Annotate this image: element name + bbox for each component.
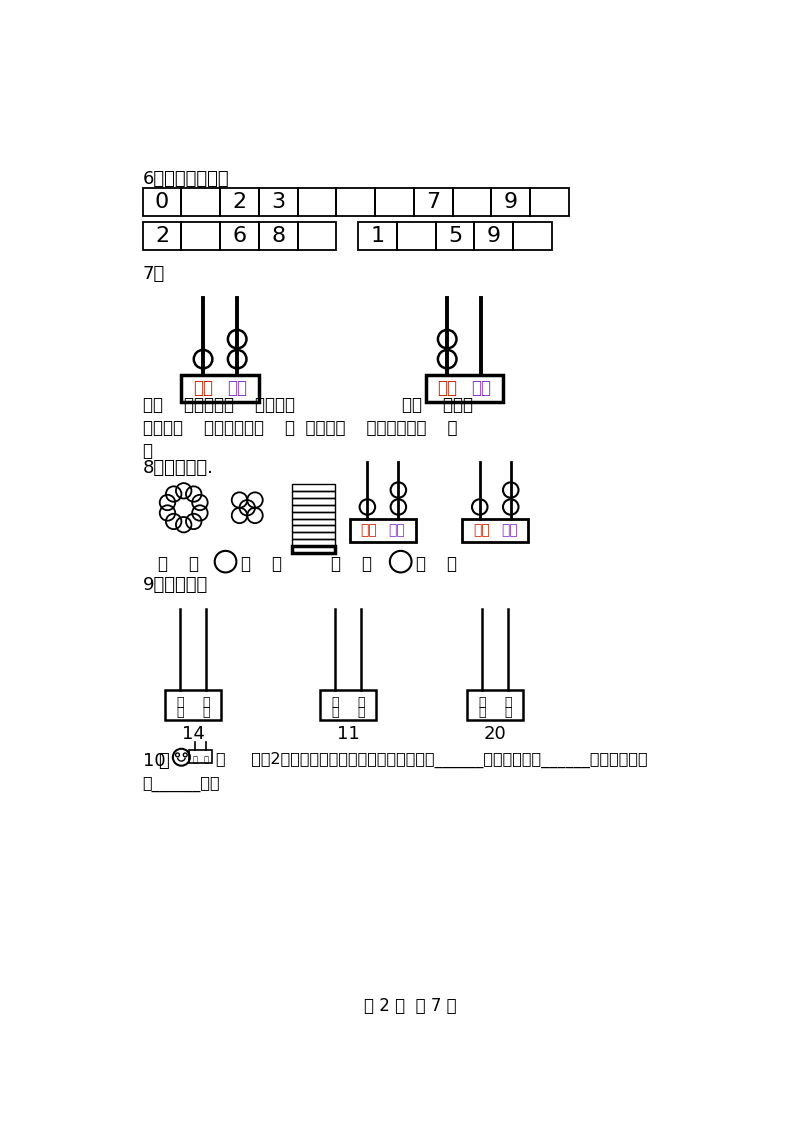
Text: 位: 位: [176, 705, 183, 719]
Text: 十位: 十位: [193, 379, 213, 397]
Text: 1: 1: [370, 226, 385, 246]
Text: ．: ．: [158, 752, 169, 770]
Bar: [182, 375, 259, 402]
Text: 0: 0: [155, 192, 169, 212]
Text: 写作：（    ），读作：（    ）  写作：（    ），读作：（    ）: 写作：（ ），读作：（ ） 写作：（ ），读作：（ ）: [142, 419, 457, 437]
Bar: [491, 188, 530, 216]
Text: 位: 位: [331, 705, 338, 719]
Text: 8: 8: [271, 226, 286, 246]
Bar: [474, 222, 513, 250]
Bar: [259, 222, 298, 250]
Bar: [220, 222, 259, 250]
Text: 7．: 7．: [142, 265, 165, 283]
Bar: [182, 188, 220, 216]
Bar: [414, 188, 453, 216]
Bar: [220, 188, 259, 216]
Text: 个: 个: [358, 696, 365, 710]
Bar: [435, 222, 474, 250]
Text: 5: 5: [448, 226, 462, 246]
Bar: [298, 188, 336, 216]
Text: 14: 14: [182, 724, 205, 743]
Text: 个位: 个位: [389, 523, 405, 538]
Text: 9: 9: [486, 226, 501, 246]
Bar: [336, 188, 375, 216]
Text: 9: 9: [504, 192, 518, 212]
Bar: [467, 691, 523, 720]
Bar: [292, 491, 335, 498]
Text: 8．看图写数.: 8．看图写数.: [142, 460, 214, 478]
Text: 位: 位: [202, 705, 210, 719]
Text: 十位: 十位: [437, 379, 458, 397]
Text: 第 2 页  共 7 页: 第 2 页 共 7 页: [364, 996, 456, 1014]
Bar: [189, 749, 212, 763]
Text: 十: 十: [478, 696, 486, 710]
Bar: [165, 691, 221, 720]
Bar: [397, 222, 435, 250]
Bar: [350, 520, 416, 542]
Bar: [358, 222, 397, 250]
Text: 位: 位: [478, 705, 486, 719]
Bar: [530, 188, 569, 216]
Text: 个: 个: [204, 756, 209, 765]
Bar: [426, 375, 503, 402]
Text: （    ）: （ ）: [416, 556, 458, 574]
Text: 位: 位: [358, 705, 365, 719]
Bar: [292, 532, 335, 539]
Text: 十: 十: [193, 756, 198, 765]
Text: 十位: 十位: [361, 523, 378, 538]
Text: （    ）: （ ）: [241, 556, 282, 574]
Text: 3: 3: [271, 192, 286, 212]
Text: 9．看数画珠: 9．看数画珠: [142, 576, 208, 594]
Bar: [142, 222, 182, 250]
Text: 11: 11: [337, 724, 359, 743]
Text: （    ）: （ ）: [331, 556, 372, 574]
Text: （______）。: （______）。: [142, 777, 220, 791]
Text: 20: 20: [484, 724, 506, 743]
Bar: [292, 512, 335, 518]
Bar: [320, 691, 376, 720]
Bar: [182, 222, 220, 250]
Text: 十: 十: [331, 696, 338, 710]
Text: 个位: 个位: [471, 379, 491, 397]
Bar: [298, 222, 336, 250]
Text: 十: 十: [176, 696, 183, 710]
Text: 个: 个: [505, 696, 512, 710]
Bar: [292, 505, 335, 512]
Bar: [142, 188, 182, 216]
Text: 在     上拨2颗算珠表示一个数，这个数最大是（______），最小是（______），还可能是: 在 上拨2颗算珠表示一个数，这个数最大是（______），最小是（______）…: [216, 752, 648, 767]
Text: 十位: 十位: [473, 523, 490, 538]
Bar: [375, 188, 414, 216]
Bar: [453, 188, 491, 216]
Bar: [462, 520, 528, 542]
Text: 10: 10: [142, 752, 166, 770]
Bar: [292, 483, 335, 491]
Text: 位: 位: [505, 705, 512, 719]
Text: 有（    ）个十和（    ）个一。: 有（ ）个十和（ ）个一。: [142, 396, 294, 414]
Text: 2: 2: [233, 192, 246, 212]
Text: 个位: 个位: [501, 523, 518, 538]
Text: 有（    ）个十: 有（ ）个十: [402, 396, 474, 414]
Bar: [513, 222, 552, 250]
Text: 个位: 个位: [227, 379, 247, 397]
Text: 6．按顺序写数。: 6．按顺序写数。: [142, 171, 230, 189]
Text: 个: 个: [202, 696, 210, 710]
Bar: [292, 539, 335, 547]
Bar: [292, 525, 335, 532]
Text: （    ）: （ ）: [158, 556, 199, 574]
Text: 2: 2: [155, 226, 169, 246]
Bar: [259, 188, 298, 216]
Bar: [292, 498, 335, 505]
Bar: [292, 518, 335, 525]
Text: 、: 、: [142, 443, 153, 461]
Text: 6: 6: [233, 226, 246, 246]
Text: 7: 7: [426, 192, 440, 212]
Bar: [292, 547, 335, 554]
